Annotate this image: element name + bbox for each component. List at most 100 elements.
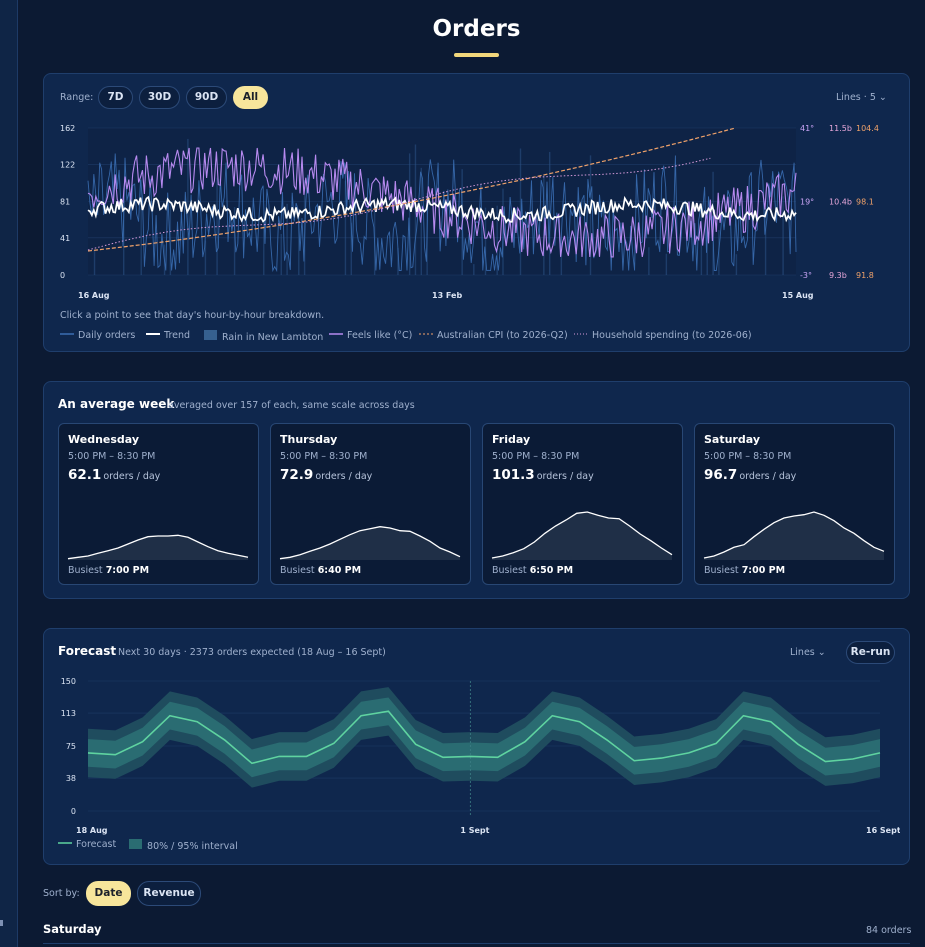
day-card-thursday[interactable]: Thursday 5:00 PM – 8:30 PM 72.9 orders / … (270, 423, 471, 585)
legend-spending[interactable]: Household spending (to 2026-06) (574, 330, 752, 341)
busiest-time: Busiest 6:50 PM (492, 565, 573, 576)
legend-feels-like[interactable]: Feels like (°C) (329, 330, 412, 341)
y-tick-label: 41 (60, 234, 70, 243)
rain-bar (140, 179, 142, 275)
busiest-time: Busiest 7:00 PM (704, 565, 785, 576)
rain-bar (764, 207, 767, 275)
day-name: Saturday (704, 433, 760, 446)
rain-bar (286, 203, 288, 275)
sidebar-handle[interactable] (0, 920, 3, 926)
day-sparkline (703, 511, 885, 560)
feels-like-swatch (329, 333, 343, 335)
day-name: Wednesday (68, 433, 140, 446)
series-spending (87, 157, 711, 251)
rain-bar (169, 201, 172, 275)
rain-bar (397, 247, 399, 275)
legend-rain[interactable]: Rain in New Lambton (204, 330, 323, 343)
sort-revenue-button[interactable]: Revenue (137, 881, 201, 906)
forecast-legend-line[interactable]: Forecast (58, 839, 116, 850)
legend-cpi[interactable]: Australian CPI (to 2026-Q2) (419, 330, 568, 341)
chevron-down-icon: ⌄ (817, 647, 826, 658)
forecast-title: Forecast (58, 644, 117, 658)
right-tick-cpi: 104.4 (856, 124, 879, 133)
x-tick-label: 1 Sept (460, 826, 489, 835)
interval-swatch (129, 839, 142, 849)
range-7d-button[interactable]: 7D (98, 86, 133, 109)
busiest-label: Busiest (704, 565, 739, 576)
rain-bar (298, 212, 300, 275)
right-tick-spending: 11.5b (829, 124, 852, 133)
rain-bar (350, 222, 352, 275)
sparkline-area (704, 512, 884, 560)
rain-bar (648, 247, 650, 275)
busiest-time: Busiest 7:00 PM (68, 565, 149, 576)
day-value: 62.1 (68, 467, 102, 483)
y-tick-label: 75 (66, 742, 76, 751)
x-tick-label: 16 Aug (78, 291, 110, 300)
forecast-legend-interval[interactable]: 80% / 95% interval (129, 839, 238, 852)
trend-swatch (146, 333, 160, 335)
range-label: Range: (60, 92, 94, 103)
rain-bar (93, 249, 96, 275)
day-unit: orders / day (103, 471, 161, 482)
sparkline-area (280, 526, 460, 560)
sparkline-line (67, 534, 249, 560)
forecast-subtitle: Next 30 days · 2373 orders expected (18 … (118, 647, 386, 658)
day-unit: orders / day (739, 471, 797, 482)
legend-trend[interactable]: Trend (146, 330, 190, 341)
sparkline-area (68, 535, 248, 560)
lines-menu-label: Lines (836, 92, 861, 103)
day-card-friday[interactable]: Friday 5:00 PM – 8:30 PM 101.3 orders / d… (482, 423, 683, 585)
busiest-label: Busiest (492, 565, 527, 576)
busiest-label: Busiest (68, 565, 103, 576)
forecast-lines-menu[interactable]: Lines ⌄ (790, 647, 826, 658)
legend-daily-orders[interactable]: Daily orders (60, 330, 135, 341)
right-tick-temp: 19° (800, 198, 814, 207)
range-all-button[interactable]: All (233, 86, 268, 109)
day-card-wednesday[interactable]: Wednesday 5:00 PM – 8:30 PM 62.1 orders /… (58, 423, 259, 585)
rain-bar (408, 153, 411, 275)
day-value: 72.9 (280, 467, 314, 483)
day-card-saturday[interactable]: Saturday 5:00 PM – 8:30 PM 96.7 orders / … (694, 423, 895, 585)
main-chart[interactable]: 0 41 81 122 162 -3° 19° 41° 9.3b 10.4b 11.5b 91.8 98… (60, 118, 900, 308)
range-30d-button[interactable]: 30D (139, 86, 180, 109)
right-tick-temp: 41° (800, 124, 814, 133)
y-tick-label: 38 (66, 774, 76, 783)
forecast-swatch (58, 842, 72, 844)
chevron-down-icon: ⌄ (878, 92, 887, 103)
rain-bar (473, 264, 475, 275)
week-title: An average week (58, 397, 175, 411)
rain-bar (187, 138, 189, 275)
day-window: 5:00 PM – 8:30 PM (704, 451, 792, 462)
rerun-button[interactable]: Re-run (846, 641, 895, 664)
day-window: 5:00 PM – 8:30 PM (280, 451, 368, 462)
rain-swatch (204, 330, 217, 340)
page-title: Orders (432, 16, 521, 42)
y-tick-label: 81 (60, 198, 70, 207)
rain-bar (344, 180, 347, 275)
day-name: Thursday (280, 433, 338, 446)
rain-bar (280, 233, 282, 275)
right-tick-spending: 9.3b (829, 271, 847, 280)
lines-menu[interactable]: Lines · 5 ⌄ (836, 92, 887, 103)
rain-bar (543, 174, 545, 275)
busiest-value: 6:50 PM (529, 565, 574, 576)
rain-bar (782, 196, 784, 275)
forecast-chart[interactable]: 0 38 75 113 150 18 Aug 1 Sept 16 Sept (60, 672, 900, 840)
x-tick-label: 13 Feb (432, 291, 462, 300)
list-day-count: 84 orders (866, 925, 912, 936)
sort-date-button[interactable]: Date (86, 881, 131, 906)
busiest-value: 7:00 PM (105, 565, 150, 576)
rain-bar (706, 221, 708, 275)
y-tick-label: 162 (60, 124, 75, 133)
series-trend (87, 195, 797, 224)
y-tick-label: 150 (61, 677, 76, 686)
rain-bar (700, 206, 703, 275)
range-90d-button[interactable]: 90D (186, 86, 227, 109)
rain-bar (204, 240, 207, 275)
forecast-lines-label: Lines (790, 647, 815, 658)
list-divider (43, 943, 910, 944)
right-tick-cpi: 98.1 (856, 198, 874, 207)
interval-80 (88, 697, 880, 778)
list-day-heading: Saturday (43, 922, 102, 936)
